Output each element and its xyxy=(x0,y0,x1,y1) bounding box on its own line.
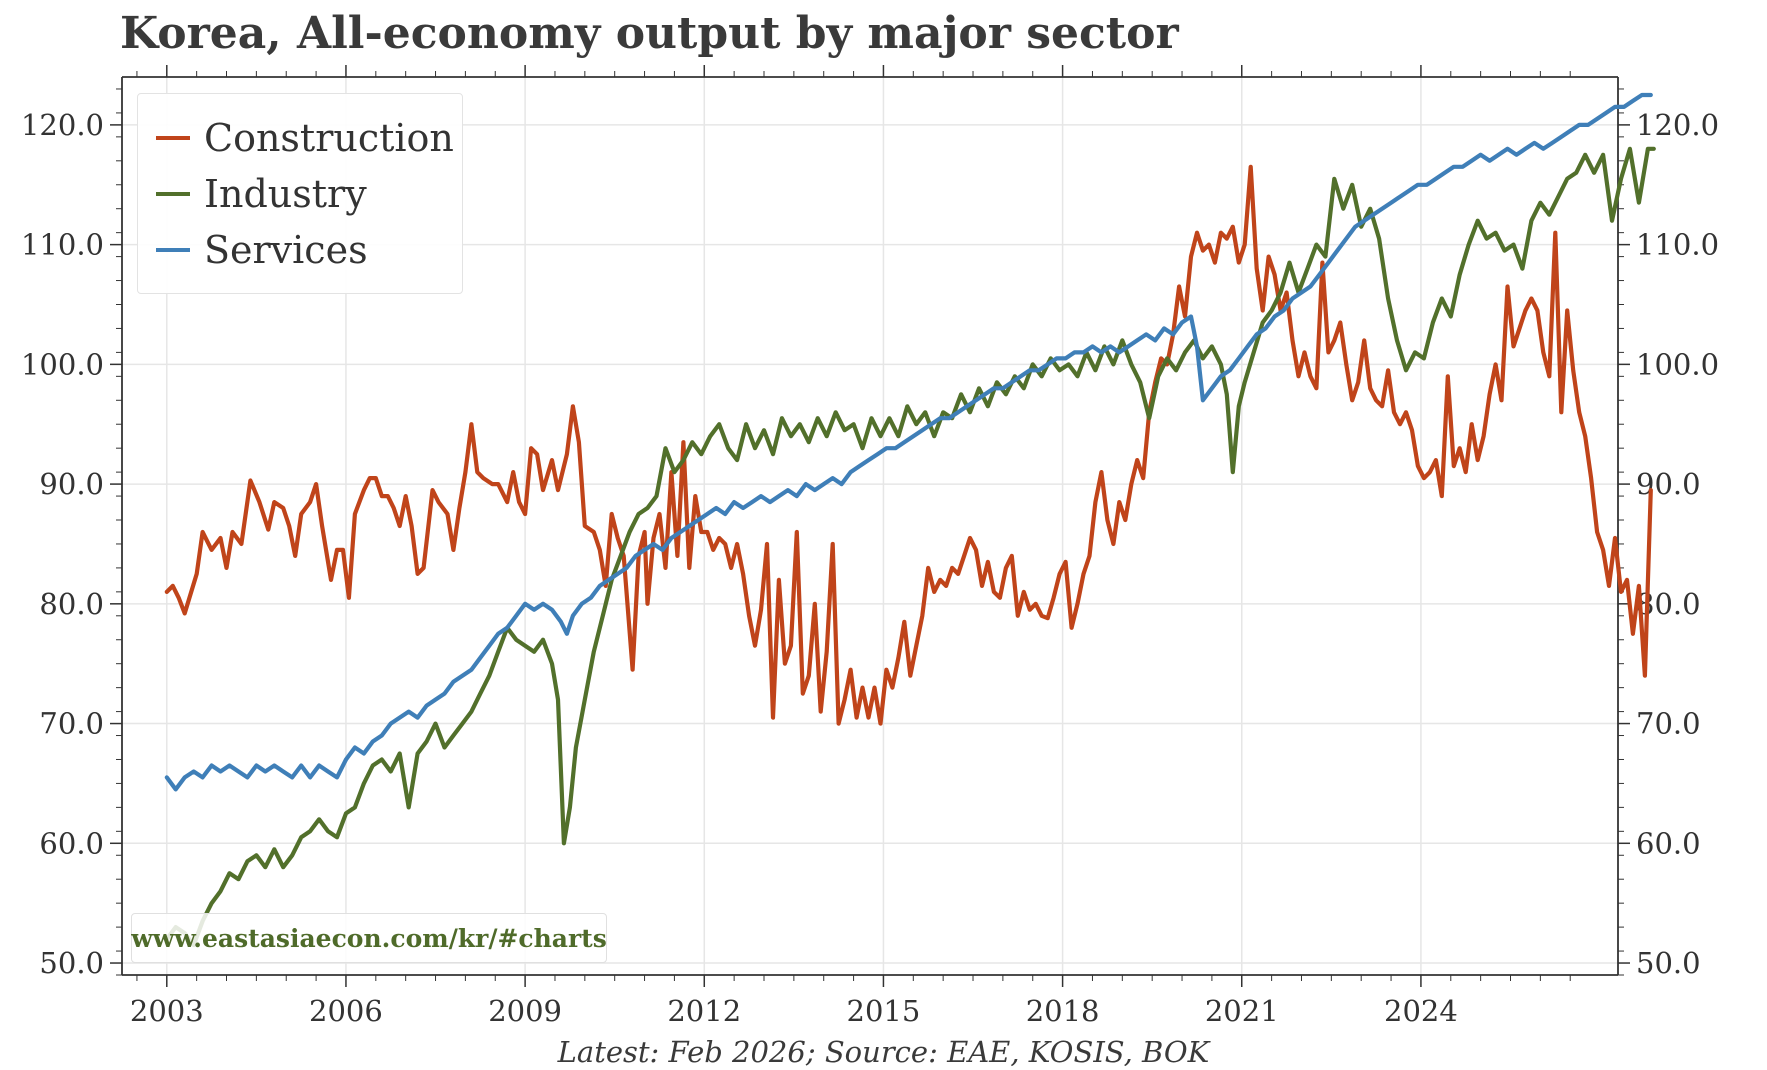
legend-item-construction: Construction xyxy=(156,110,454,166)
x-tick-label: 2009 xyxy=(488,994,562,1028)
x-tick-label: 2012 xyxy=(667,994,741,1028)
y-tick-label-left: 90.0 xyxy=(39,467,104,501)
series-layer xyxy=(164,92,1656,948)
y-tick-label-left: 100.0 xyxy=(21,347,104,381)
x-tick-label: 2003 xyxy=(130,994,204,1028)
y-tick-label-left: 120.0 xyxy=(21,108,104,142)
y-tick-label-left: 110.0 xyxy=(21,228,104,262)
legend-label-construction: Construction xyxy=(204,116,454,160)
legend-item-services: Services xyxy=(156,222,368,278)
plot-frame xyxy=(121,76,1619,976)
watermark-url: www.eastasiaecon.com/kr/#charts xyxy=(131,913,607,963)
x-tick-label: 2024 xyxy=(1384,994,1458,1028)
y-tick-label-right: 100.0 xyxy=(1636,347,1719,381)
y-tick-label-left: 50.0 xyxy=(39,946,104,980)
y-tick-label-left: 80.0 xyxy=(39,587,104,621)
y-tick-label-right: 120.0 xyxy=(1636,108,1719,142)
series-line-industry xyxy=(164,146,1656,948)
legend-swatch-services xyxy=(156,248,190,252)
series-line-construction xyxy=(164,164,1653,726)
y-tick-label-right: 110.0 xyxy=(1636,228,1719,262)
legend-label-industry: Industry xyxy=(204,172,367,216)
y-tick-label-left: 70.0 xyxy=(39,707,104,741)
y-tick-label-right: 50.0 xyxy=(1636,946,1701,980)
y-tick-label-right: 70.0 xyxy=(1636,707,1701,741)
x-tick-label: 2021 xyxy=(1205,994,1279,1028)
x-tick-label: 2018 xyxy=(1026,994,1100,1028)
legend-swatch-construction xyxy=(156,136,190,140)
x-tick-label: 2015 xyxy=(847,994,921,1028)
legend-swatch-industry xyxy=(156,192,190,196)
y-tick-label-right: 90.0 xyxy=(1636,467,1701,501)
x-tick-label: 2006 xyxy=(309,994,383,1028)
legend: Construction Industry Services xyxy=(137,93,463,294)
legend-item-industry: Industry xyxy=(156,166,367,222)
y-tick-label-left: 60.0 xyxy=(39,826,104,860)
legend-label-services: Services xyxy=(204,228,368,272)
y-tick-label-right: 60.0 xyxy=(1636,826,1701,860)
axis-layer: 50.0 50.060.0 60.070.0 70.080.0 80.090.0 90.0… xyxy=(21,65,1719,1028)
source-note: Latest: Feb 2026; Source: EAE, KOSIS, BO… xyxy=(557,1035,1210,1069)
series-line-services xyxy=(164,92,1653,792)
chart-title: Korea, All-economy output by major secto… xyxy=(120,8,1179,59)
